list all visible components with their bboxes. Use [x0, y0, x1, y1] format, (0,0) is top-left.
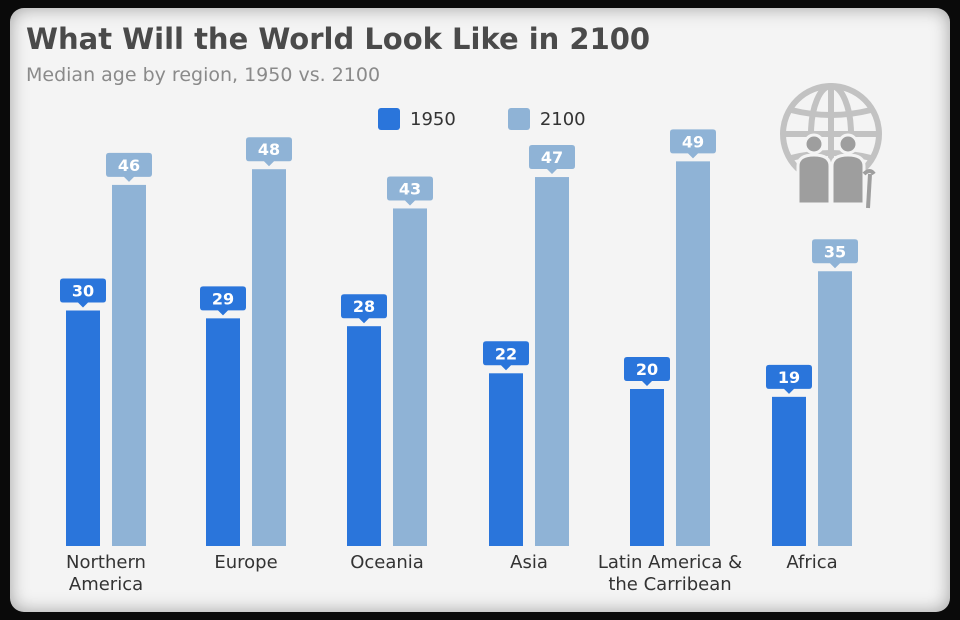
data-label-box-2100-europe — [246, 137, 292, 167]
data-label-box-1950-latin-america-the-carribean — [624, 357, 670, 386]
bar-2100-asia — [535, 177, 569, 547]
bar-1950-oceania — [347, 326, 381, 546]
bar-2100-oceania — [393, 208, 427, 546]
category-label-latin-america-the-carribean: Latin America & the Carribean — [598, 552, 742, 595]
data-label-box-1950-asia — [483, 341, 529, 371]
category-label-asia: Asia — [510, 552, 548, 573]
data-label-box-1950-europe — [200, 286, 246, 316]
bar-1950-northern-america — [66, 310, 100, 546]
bar-2100-latin-america-the-carribean — [676, 161, 710, 546]
bar-1950-africa — [772, 396, 806, 546]
data-label-2100-latin-america-the-carribean: 49 — [682, 132, 704, 151]
data-label-box-1950-africa — [766, 364, 812, 394]
bar-1950-asia — [489, 373, 523, 546]
data-label-1950-latin-america-the-carribean: 20 — [636, 360, 658, 379]
data-label-box-2100-africa — [812, 239, 858, 269]
data-label-1950-oceania: 28 — [353, 297, 375, 316]
data-label-2100-europe: 48 — [258, 140, 280, 159]
legend-label-2100: 2100 — [539, 108, 586, 130]
data-label-2100-oceania: 43 — [399, 179, 421, 198]
globe-elderly-people-icon — [774, 82, 894, 223]
data-label-box-1950-oceania — [341, 294, 387, 324]
category-label-oceania: Oceania — [350, 552, 424, 573]
data-label-1950-africa: 19 — [778, 368, 800, 387]
bar-2100-europe — [252, 169, 286, 546]
data-label-box-2100-asia — [529, 145, 575, 175]
legend-item-1950: 1950 — [378, 108, 456, 130]
legend-label-1950: 1950 — [410, 108, 456, 130]
data-label-2100-africa: 35 — [824, 242, 846, 261]
category-label-africa: Africa — [786, 552, 837, 573]
category-label-europe: Europe — [214, 552, 277, 573]
plot-area: 30 46 Northern America 29 48 Europe 28 43 Oceania… — [60, 129, 858, 595]
data-label-1950-europe: 29 — [212, 289, 234, 308]
bar-2100-northern-america — [112, 184, 146, 546]
data-label-1950-northern-america: 30 — [72, 282, 94, 301]
data-label-box-1950-northern-america — [60, 278, 106, 308]
data-label-box-2100-northern-america — [106, 152, 152, 182]
chart-card: What Will the World Look Like in 2100 Me… — [10, 8, 950, 612]
data-label-2100-northern-america: 46 — [118, 156, 140, 175]
bar-2100-africa — [818, 271, 852, 546]
legend-item-2100: 2100 — [507, 108, 586, 130]
category-label-northern-america: Northern America — [66, 552, 146, 595]
data-label-box-2100-latin-america-the-carribean — [670, 129, 716, 159]
chart-subtitle: Median age by region, 1950 vs. 2100 — [26, 64, 381, 86]
data-label-box-2100-oceania — [387, 176, 433, 206]
bar-1950-europe — [206, 318, 240, 546]
legend: 1950 2100 — [378, 108, 638, 130]
data-label-2100-asia: 47 — [541, 148, 563, 167]
legend-swatch-1950 — [378, 108, 400, 130]
bar-chart: 30 46 Northern America 29 48 Europe 28 43 Oceania… — [60, 129, 858, 595]
data-label-1950-asia: 22 — [495, 344, 517, 363]
bar-1950-latin-america-the-carribean — [630, 389, 664, 546]
chart-title: What Will the World Look Like in 2100 — [26, 22, 651, 56]
legend-swatch-2100 — [507, 108, 530, 130]
